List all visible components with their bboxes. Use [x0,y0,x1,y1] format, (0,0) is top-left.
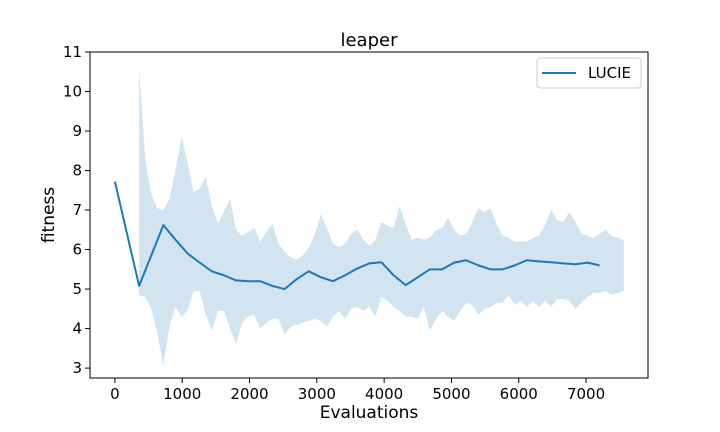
y-tick-label: 4 [72,320,82,338]
y-tick-label: 10 [63,83,82,101]
x-tick-label: 4000 [365,385,403,403]
y-tick-label: 6 [72,241,82,259]
confidence-band [139,67,624,367]
x-tick-label: 2000 [230,385,268,403]
x-axis-label: Evaluations [320,403,419,423]
x-axis-ticks: 0 1000 2000 3000 4000 5000 6000 7000 [110,378,605,403]
y-tick-label: 8 [72,162,82,180]
y-tick-label: 7 [72,201,82,219]
plot-area [89,51,649,379]
legend-box [536,57,642,89]
y-axis-label: fitness [39,187,59,243]
y-tick-label: 3 [72,359,82,377]
x-tick-label: 1000 [163,385,201,403]
y-tick-label: 9 [72,122,82,140]
x-tick-label: 6000 [500,385,538,403]
y-tick-label: 5 [72,280,82,298]
x-tick-label: 3000 [298,385,336,403]
chart-title: leaper [340,30,398,51]
y-axis-ticks: 3 4 5 6 7 8 9 10 11 [63,43,90,377]
x-tick-label: 0 [110,385,120,403]
y-tick-label: 11 [63,43,82,61]
legend-label-lucie: LUCIE [588,64,631,82]
x-tick-label: 5000 [432,385,470,403]
legend: LUCIE [536,57,642,89]
series-line-lucie [113,181,600,291]
plot-frame [89,51,649,379]
x-tick-label: 7000 [567,385,605,403]
